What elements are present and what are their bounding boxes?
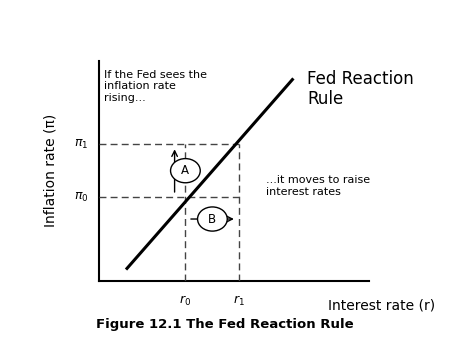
Text: A: A: [181, 164, 189, 177]
Text: Interest rate (r): Interest rate (r): [328, 298, 436, 312]
Circle shape: [171, 159, 200, 183]
Text: Inflation rate (π): Inflation rate (π): [43, 114, 58, 227]
Text: $r_0$: $r_0$: [180, 294, 191, 308]
Circle shape: [198, 207, 227, 231]
Text: ...it moves to raise
interest rates: ...it moves to raise interest rates: [266, 175, 370, 197]
Text: Figure 12.1 The Fed Reaction Rule: Figure 12.1 The Fed Reaction Rule: [96, 318, 354, 331]
Text: $\pi_1$: $\pi_1$: [74, 138, 88, 151]
Text: B: B: [208, 213, 216, 225]
Text: $\pi_0$: $\pi_0$: [74, 191, 88, 203]
Text: $r_1$: $r_1$: [234, 294, 245, 308]
Text: If the Fed sees the
inflation rate
rising...: If the Fed sees the inflation rate risin…: [104, 70, 207, 103]
Text: Fed Reaction
Rule: Fed Reaction Rule: [307, 70, 414, 108]
